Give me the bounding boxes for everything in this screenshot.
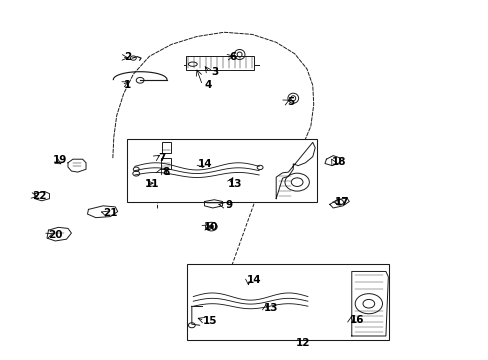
Text: 9: 9 bbox=[225, 200, 232, 210]
Bar bbox=[186, 264, 388, 339]
Text: 19: 19 bbox=[53, 155, 67, 165]
Text: 6: 6 bbox=[229, 52, 236, 62]
Text: 3: 3 bbox=[211, 67, 219, 77]
Text: 13: 13 bbox=[264, 303, 278, 314]
Text: 15: 15 bbox=[203, 316, 217, 325]
Text: 21: 21 bbox=[103, 208, 118, 218]
Text: 1: 1 bbox=[123, 80, 131, 90]
Text: 4: 4 bbox=[204, 80, 212, 90]
Bar bbox=[161, 142, 171, 153]
Bar bbox=[160, 158, 171, 168]
Text: 16: 16 bbox=[349, 315, 363, 325]
Text: 10: 10 bbox=[203, 222, 218, 231]
Text: 13: 13 bbox=[227, 179, 242, 189]
Bar bbox=[127, 139, 316, 202]
Text: 5: 5 bbox=[287, 97, 294, 107]
Text: 8: 8 bbox=[162, 167, 169, 177]
Text: 12: 12 bbox=[295, 338, 309, 348]
Text: 20: 20 bbox=[48, 230, 63, 239]
Text: 14: 14 bbox=[246, 275, 261, 285]
Bar bbox=[185, 56, 254, 69]
Text: 14: 14 bbox=[198, 159, 212, 169]
Text: 7: 7 bbox=[158, 153, 165, 163]
Text: 18: 18 bbox=[331, 157, 346, 167]
Text: 11: 11 bbox=[144, 179, 159, 189]
Circle shape bbox=[208, 225, 213, 228]
Text: 2: 2 bbox=[123, 52, 131, 62]
Text: 22: 22 bbox=[32, 191, 46, 201]
Text: 17: 17 bbox=[334, 197, 348, 207]
